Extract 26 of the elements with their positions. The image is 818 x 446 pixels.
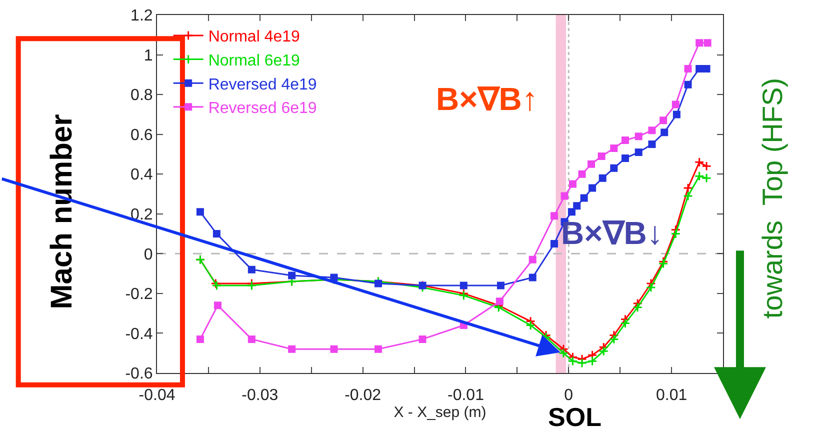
legend-label: Normal 6e19	[208, 52, 300, 70]
x-tick-label: -0.01	[447, 387, 484, 404]
x-tick-label: -0.02	[344, 387, 382, 404]
y-tick-label: 0	[144, 246, 153, 264]
x-tick-label: -0.04	[138, 387, 176, 404]
legend-label: Normal 4e19	[208, 28, 300, 46]
legend-label: Reversed 6e19	[208, 100, 317, 118]
y-tick-label: 0.2	[130, 206, 153, 224]
x-axis-title: X - X_sep (m)	[394, 404, 486, 422]
annotation: B×∇B↓	[561, 215, 663, 251]
legend-label: Reversed 4e19	[208, 76, 317, 94]
x-tick-label: 0.01	[656, 387, 688, 404]
y-tick-label: 1	[144, 47, 153, 64]
text: SOL	[548, 402, 602, 432]
y-tick-label: -0.2	[125, 286, 153, 304]
y-axis-title: Mach number	[45, 114, 78, 310]
y-tick-label: 0.4	[130, 166, 153, 184]
x-tick-label: -0.03	[242, 387, 278, 404]
x-tick-label: 0	[564, 387, 574, 404]
annotation: B×∇B↑	[436, 81, 538, 117]
y-tick-label: -0.6	[125, 366, 153, 383]
y-tick-label: -0.4	[125, 326, 153, 343]
y-tick-label: 0.6	[130, 126, 153, 144]
y-tick-label: 1.2	[130, 8, 153, 25]
text: towards Top (HFS)	[756, 78, 788, 319]
y-tick-label: 0.8	[130, 87, 153, 104]
